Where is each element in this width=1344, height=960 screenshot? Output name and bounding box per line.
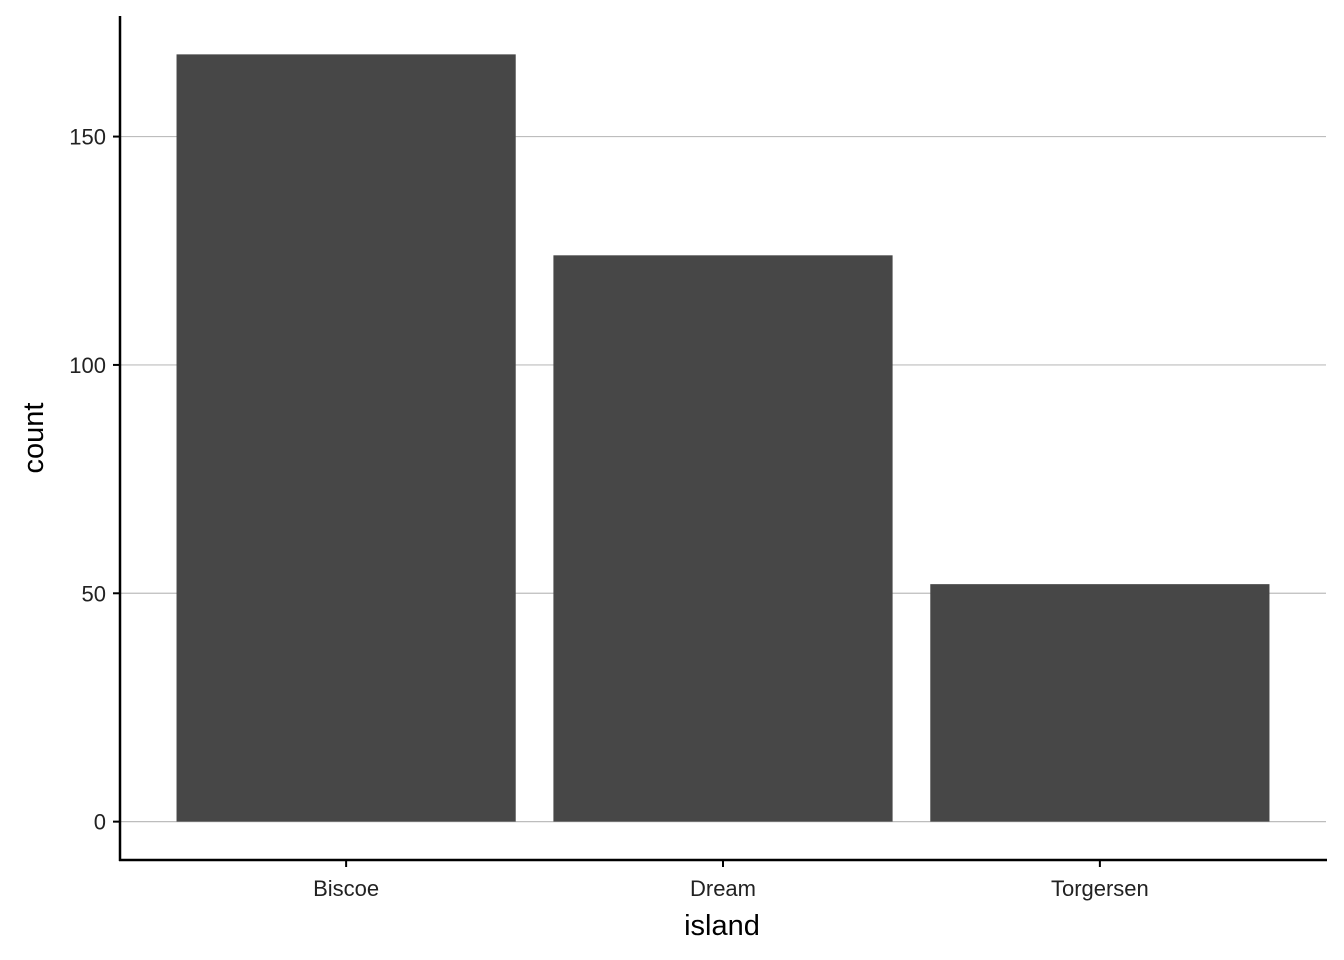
- y-axis-title: count: [18, 403, 50, 474]
- y-tick-label: 50: [82, 581, 106, 606]
- x-tick-label: Dream: [690, 876, 756, 901]
- x-tick-label: Torgersen: [1051, 876, 1149, 901]
- x-axis-title: island: [684, 910, 760, 942]
- x-tick-label: Biscoe: [313, 876, 379, 901]
- y-tick-label: 100: [69, 353, 106, 378]
- y-tick-label: 0: [94, 810, 106, 835]
- bar: [930, 584, 1270, 822]
- bar: [553, 255, 893, 822]
- y-tick-label: 150: [69, 125, 106, 150]
- bar: [176, 54, 516, 822]
- plot-area: 0 50 100 150: [69, 54, 1326, 835]
